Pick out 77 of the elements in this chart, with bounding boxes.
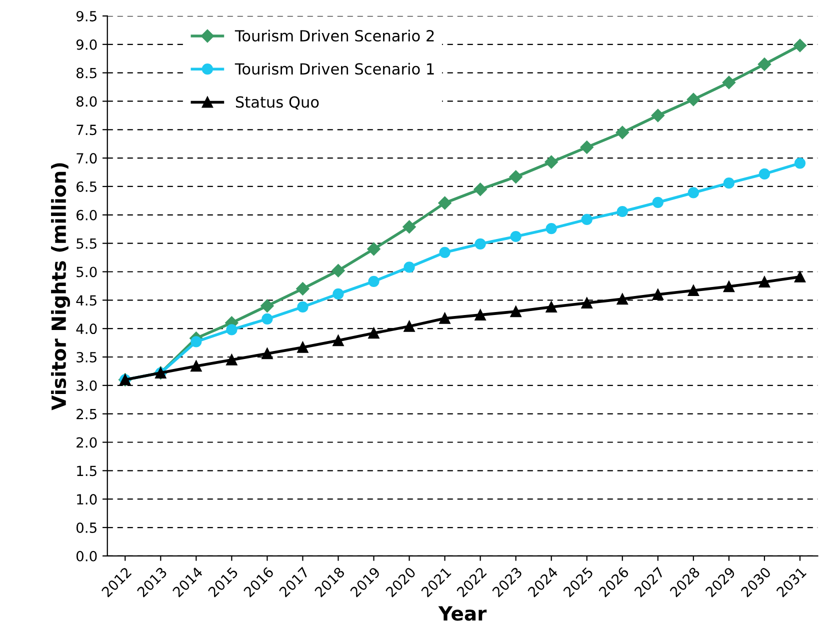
point [544,155,558,169]
point [190,360,202,372]
point [332,288,344,300]
point [794,271,806,282]
point [581,297,592,309]
y-tick-label: 8.5 [76,68,96,78]
y-tick-label: 7.5 [76,124,96,136]
y-tick-label: 2.0 [76,437,97,448]
point [723,280,734,292]
y-tick-label: 7.0 [76,153,97,164]
point [616,206,628,218]
y-tick-label: 6.5 [76,181,96,192]
point [439,246,450,258]
point [616,293,628,305]
point [297,301,308,313]
point [758,276,770,288]
y-tick-label: 5.5 [76,238,96,249]
point [368,276,380,287]
y-tick-label: 2.5 [76,408,96,420]
point [474,238,486,250]
point [262,348,273,360]
point [510,230,522,242]
y-tick-label: 4.5 [76,295,96,306]
y-tick-label: 9.0 [76,39,97,50]
point [652,288,664,300]
point [616,126,629,140]
point [793,38,807,52]
point [226,354,238,366]
point [651,108,664,122]
point [686,92,700,106]
y-tick-label: 0.5 [76,522,96,533]
point [404,262,415,273]
point [474,309,486,320]
legend-label: Tourism Driven Scenario 1 [234,62,434,75]
point [296,282,310,296]
point [474,182,487,196]
point [688,284,699,296]
legend-label: Tourism Driven Scenario 2 [234,30,434,42]
point [439,312,450,324]
point [794,158,806,169]
point [332,334,344,346]
y-tick-label: 5.0 [76,266,97,278]
y-axis-title: Visitor Nights (million) [51,163,70,410]
point [580,140,594,154]
point [723,178,734,189]
point [546,301,557,313]
point [190,336,202,348]
x-axis-title: Year [438,606,487,621]
y-tick-label: 1.0 [77,494,97,505]
y-tick-label: 0.0 [76,550,97,562]
y-tick-label: 9.5 [76,10,96,22]
y-tick-label: 6.0 [76,210,97,220]
point [402,220,416,234]
y-tick-label: 1.5 [77,466,96,476]
point [758,168,770,180]
point [297,342,308,353]
point [509,170,522,184]
point [688,187,699,198]
point [546,222,557,234]
point [510,306,522,318]
point [758,58,772,71]
point [404,320,415,332]
point [332,264,345,278]
point [652,196,664,208]
point [438,196,452,210]
y-tick-label: 3.5 [76,352,96,362]
point [581,214,592,226]
point [260,299,274,312]
y-tick-label: 3.0 [76,380,97,391]
y-tick-label: 4.0 [76,324,97,334]
point [226,324,238,336]
point [367,242,380,256]
point [722,76,736,90]
point [262,313,273,324]
y-tick-label: 8.0 [76,96,97,107]
point [368,328,380,339]
legend-label: Status Quo [236,96,319,110]
